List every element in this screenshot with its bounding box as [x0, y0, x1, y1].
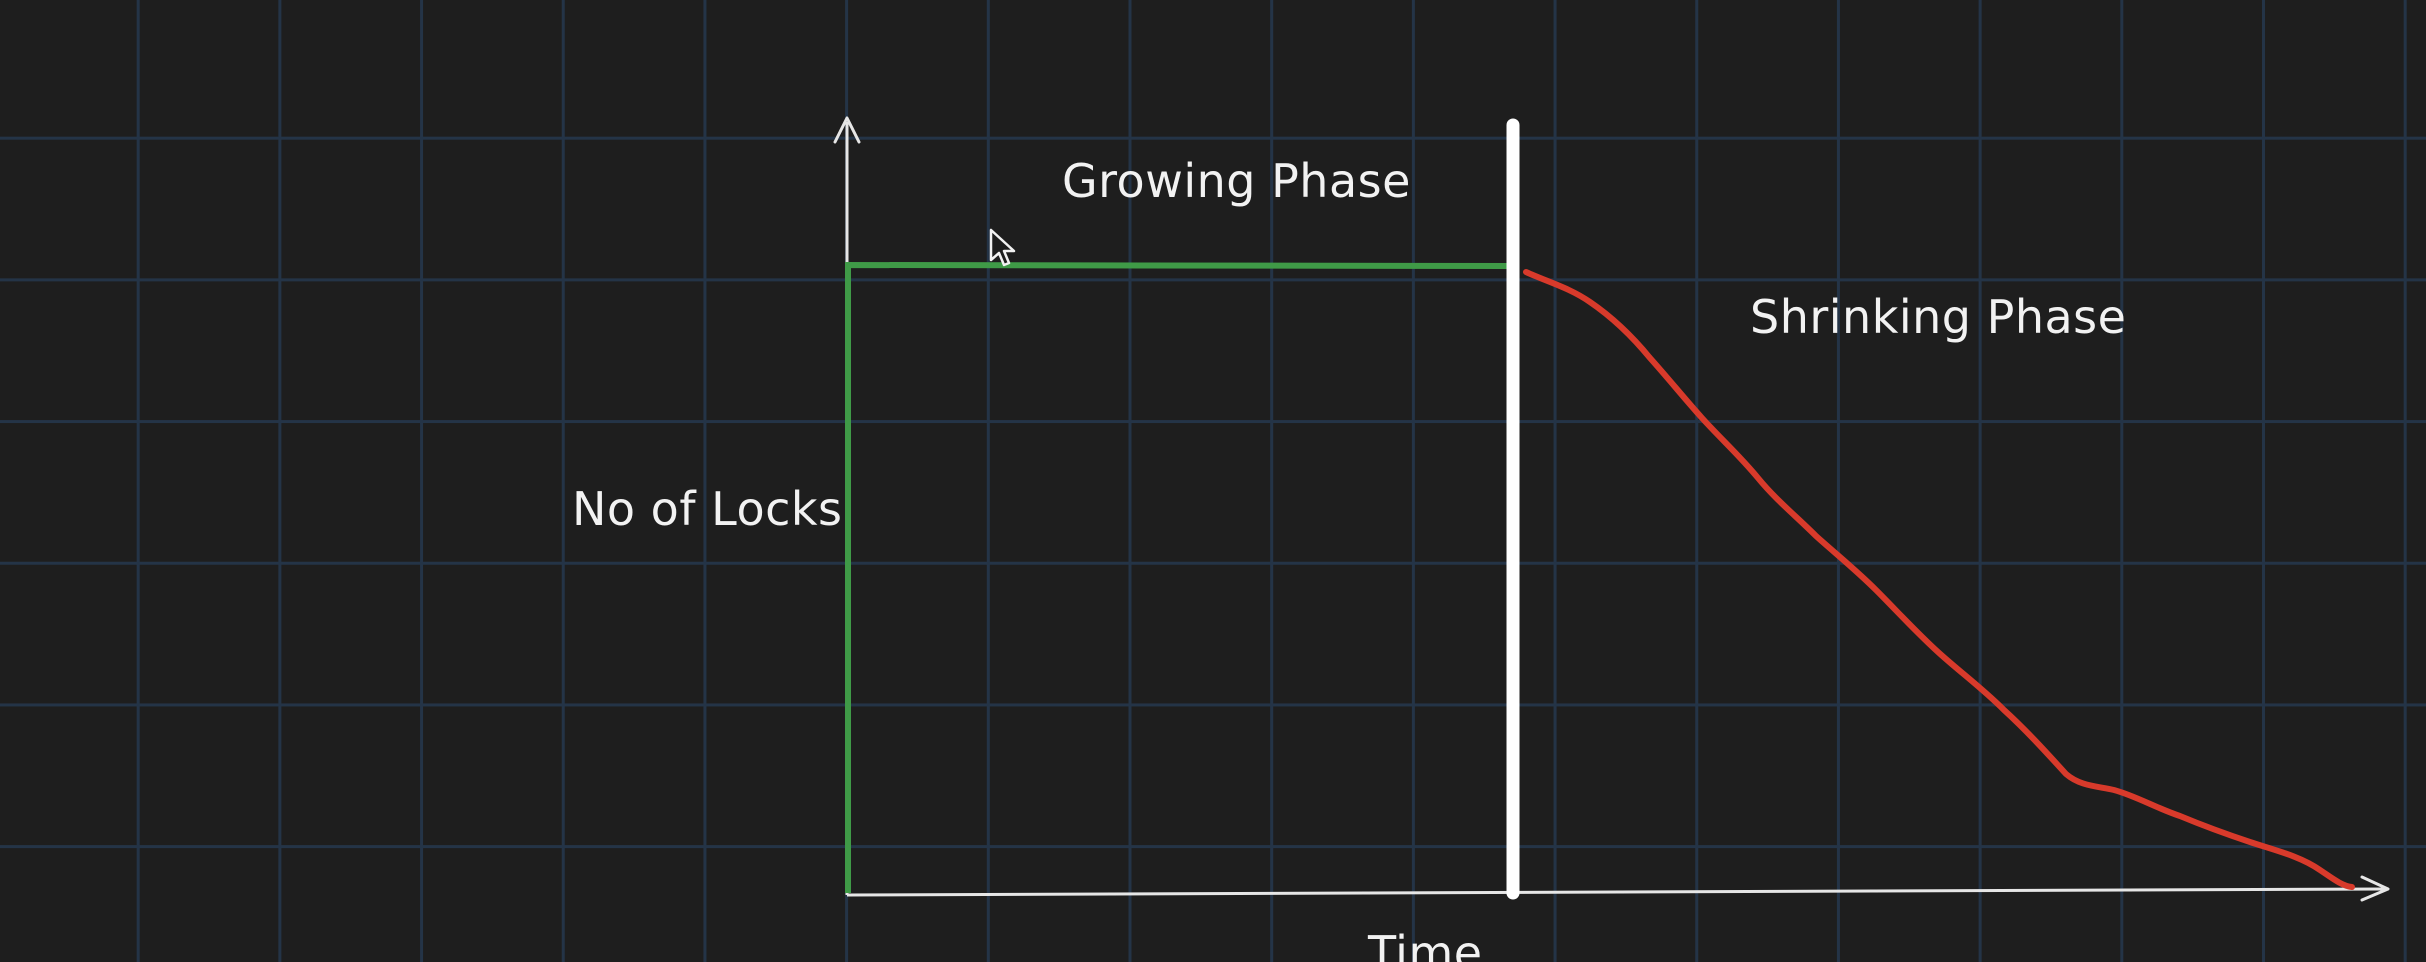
x-axis-label: Time	[1368, 926, 1483, 962]
mouse-pointer-icon	[989, 228, 1016, 267]
growing-phase-label: Growing Phase	[1062, 154, 1411, 208]
shrinking-phase-curve	[1523, 269, 2355, 890]
y-axis-arrowhead	[833, 116, 861, 144]
growing-phase-line	[845, 261, 1509, 893]
shrinking-phase-label: Shrinking Phase	[1750, 290, 2127, 344]
x-axis-line	[846, 887, 2386, 897]
x-axis-arrowhead	[2360, 875, 2390, 902]
y-axis-label: No of Locks	[572, 482, 843, 536]
